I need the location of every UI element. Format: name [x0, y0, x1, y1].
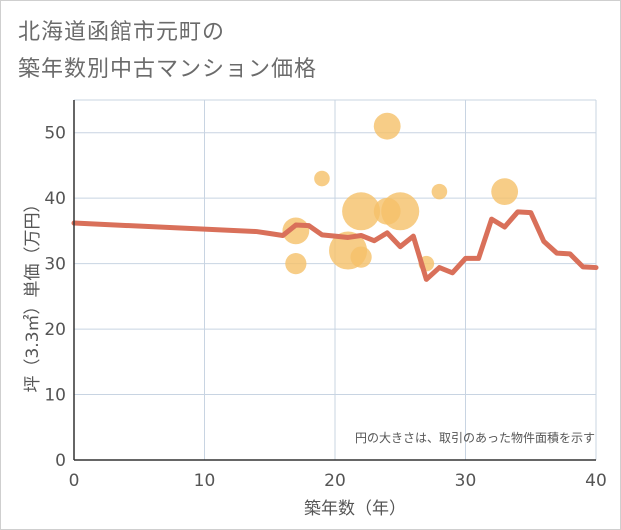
bubble-size-note: 円の大きさは、取引のあった物件面積を示す	[355, 430, 595, 445]
bubble-point	[350, 246, 372, 268]
bubble-point	[314, 170, 330, 187]
x-axis-label: 築年数（年）	[304, 499, 406, 519]
y-tick-label: 0	[55, 451, 66, 471]
y-axis-label: 坪（3.3㎡）単価（万円）	[23, 195, 43, 392]
bubble-point	[491, 178, 519, 206]
bubble-point	[381, 192, 420, 231]
tick-labels: 0 10 20 30 40 0 10 20 30 40 50	[44, 124, 606, 491]
x-tick-label: 0	[69, 471, 80, 491]
x-tick-label: 20	[324, 471, 346, 491]
bubble-point	[285, 253, 307, 275]
chart-title: 北海道函館市元町の 築年数別中古マンション価格	[18, 14, 317, 88]
price-line	[71, 209, 599, 282]
y-tick-label: 10	[44, 386, 66, 406]
chart-title-line-2: 築年数別中古マンション価格	[18, 57, 318, 82]
bubble-point	[373, 112, 401, 140]
y-tick-label: 50	[44, 124, 66, 144]
line-series	[71, 209, 599, 282]
x-tick-label: 10	[194, 471, 216, 491]
bubble-point	[342, 192, 381, 231]
chart-title-line-1: 北海道函館市元町の	[18, 20, 226, 45]
y-tick-label: 40	[44, 189, 66, 209]
bubble-point	[431, 183, 448, 200]
bubble-series	[282, 112, 519, 275]
y-tick-label: 30	[44, 255, 66, 275]
x-tick-label: 40	[585, 471, 607, 491]
x-tick-label: 30	[455, 471, 477, 491]
grid-lines	[74, 99, 597, 460]
y-tick-label: 20	[44, 320, 66, 340]
axes	[73, 100, 596, 461]
